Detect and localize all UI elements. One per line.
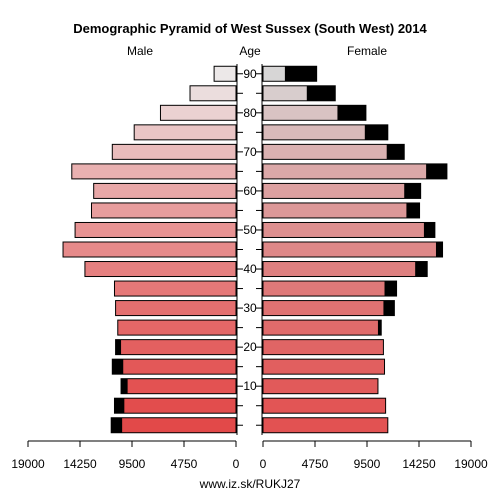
female-excess-85-89 <box>306 85 336 101</box>
female-x-tick-label: 0 <box>260 457 267 471</box>
female-x-tick-label: 19000 <box>454 457 488 471</box>
female-bar-45-49 <box>262 241 444 258</box>
male-label: Male <box>127 44 153 58</box>
female-x-tick-label: 14250 <box>402 457 436 471</box>
female-bar-40-44 <box>262 261 428 278</box>
female-excess-55-59 <box>406 202 420 218</box>
female-excess-75-79 <box>364 124 388 140</box>
female-label: Female <box>347 44 387 58</box>
female-excess-30-34 <box>383 300 395 316</box>
female-excess-50-54 <box>423 222 435 238</box>
age-tick-label: 30 <box>243 301 257 315</box>
female-excess-80-84 <box>337 105 366 121</box>
male-bar-25-29 <box>117 319 237 336</box>
male-bar-85-89 <box>189 85 237 102</box>
age-label: Age <box>239 44 261 58</box>
male-excess-20-24 <box>115 339 122 355</box>
female-bar-15-19 <box>262 358 386 375</box>
male-excess-5-9 <box>114 398 125 414</box>
male-bar-45-49 <box>62 241 237 258</box>
female-bar-5-9 <box>262 397 387 414</box>
male-excess-10-14 <box>121 378 128 394</box>
female-bar-70-74 <box>262 143 405 160</box>
male-bar-5-9 <box>113 397 237 414</box>
male-bar-55-59 <box>90 202 237 219</box>
male-bar-75-79 <box>133 124 237 141</box>
female-excess-60-64 <box>404 183 421 199</box>
female-bar-65-69 <box>262 163 448 180</box>
female-bar-50-54 <box>262 221 436 238</box>
female-bar-35-39 <box>262 280 398 297</box>
female-excess-25-29 <box>377 320 382 336</box>
male-bar-35-39 <box>113 280 237 297</box>
male-excess-15-19 <box>112 359 124 375</box>
age-tick-label: 40 <box>243 262 257 276</box>
male-bar-10-14 <box>120 378 237 395</box>
male-bar-50-54 <box>74 221 237 238</box>
age-tick-label: 80 <box>243 106 257 120</box>
female-bar-20-24 <box>262 339 384 356</box>
female-bar-25-29 <box>262 319 382 336</box>
age-tick-label: 50 <box>243 223 257 237</box>
male-x-tick-label: 0 <box>233 457 240 471</box>
female-bar-60-64 <box>262 182 422 199</box>
male-bar-90+ <box>213 65 237 82</box>
female-x-tick-label: 4750 <box>302 457 329 471</box>
male-excess-0-4 <box>111 417 123 433</box>
female-x-tick-label: 9500 <box>354 457 381 471</box>
male-bar-20-24 <box>115 339 237 356</box>
male-bar-30-34 <box>115 300 237 317</box>
male-x-tick-label: 4750 <box>171 457 198 471</box>
female-excess-70-74 <box>386 144 405 160</box>
female-excess-45-49 <box>435 242 443 257</box>
female-excess-65-69 <box>426 163 447 179</box>
age-tick-label: 90 <box>243 67 257 81</box>
male-bar-65-69 <box>71 163 237 180</box>
male-bar-80-84 <box>159 104 237 121</box>
age-tick-label: 10 <box>243 379 257 393</box>
female-excess-35-39 <box>384 281 397 297</box>
female-bar-0-4 <box>262 417 389 434</box>
age-tick-label: 20 <box>243 340 257 354</box>
footer-url: www.iz.sk/RUKJ27 <box>199 477 301 491</box>
female-excess-40-44 <box>415 261 428 277</box>
female-bar-55-59 <box>262 202 421 219</box>
male-bar-0-4 <box>110 417 237 434</box>
male-x-tick-label: 9500 <box>119 457 146 471</box>
male-x-tick-label: 14250 <box>63 457 97 471</box>
male-x-tick-label: 19000 <box>11 457 45 471</box>
female-bar-10-14 <box>262 378 379 395</box>
age-tick-label: 60 <box>243 184 257 198</box>
male-bar-70-74 <box>111 143 237 160</box>
male-bar-40-44 <box>84 261 237 278</box>
male-bar-60-64 <box>93 182 237 199</box>
male-bar-15-19 <box>111 358 237 375</box>
age-tick-label: 70 <box>243 145 257 159</box>
female-excess-90+ <box>284 66 317 82</box>
chart-title: Demographic Pyramid of West Sussex (Sout… <box>73 21 427 36</box>
female-bar-30-34 <box>262 300 395 317</box>
